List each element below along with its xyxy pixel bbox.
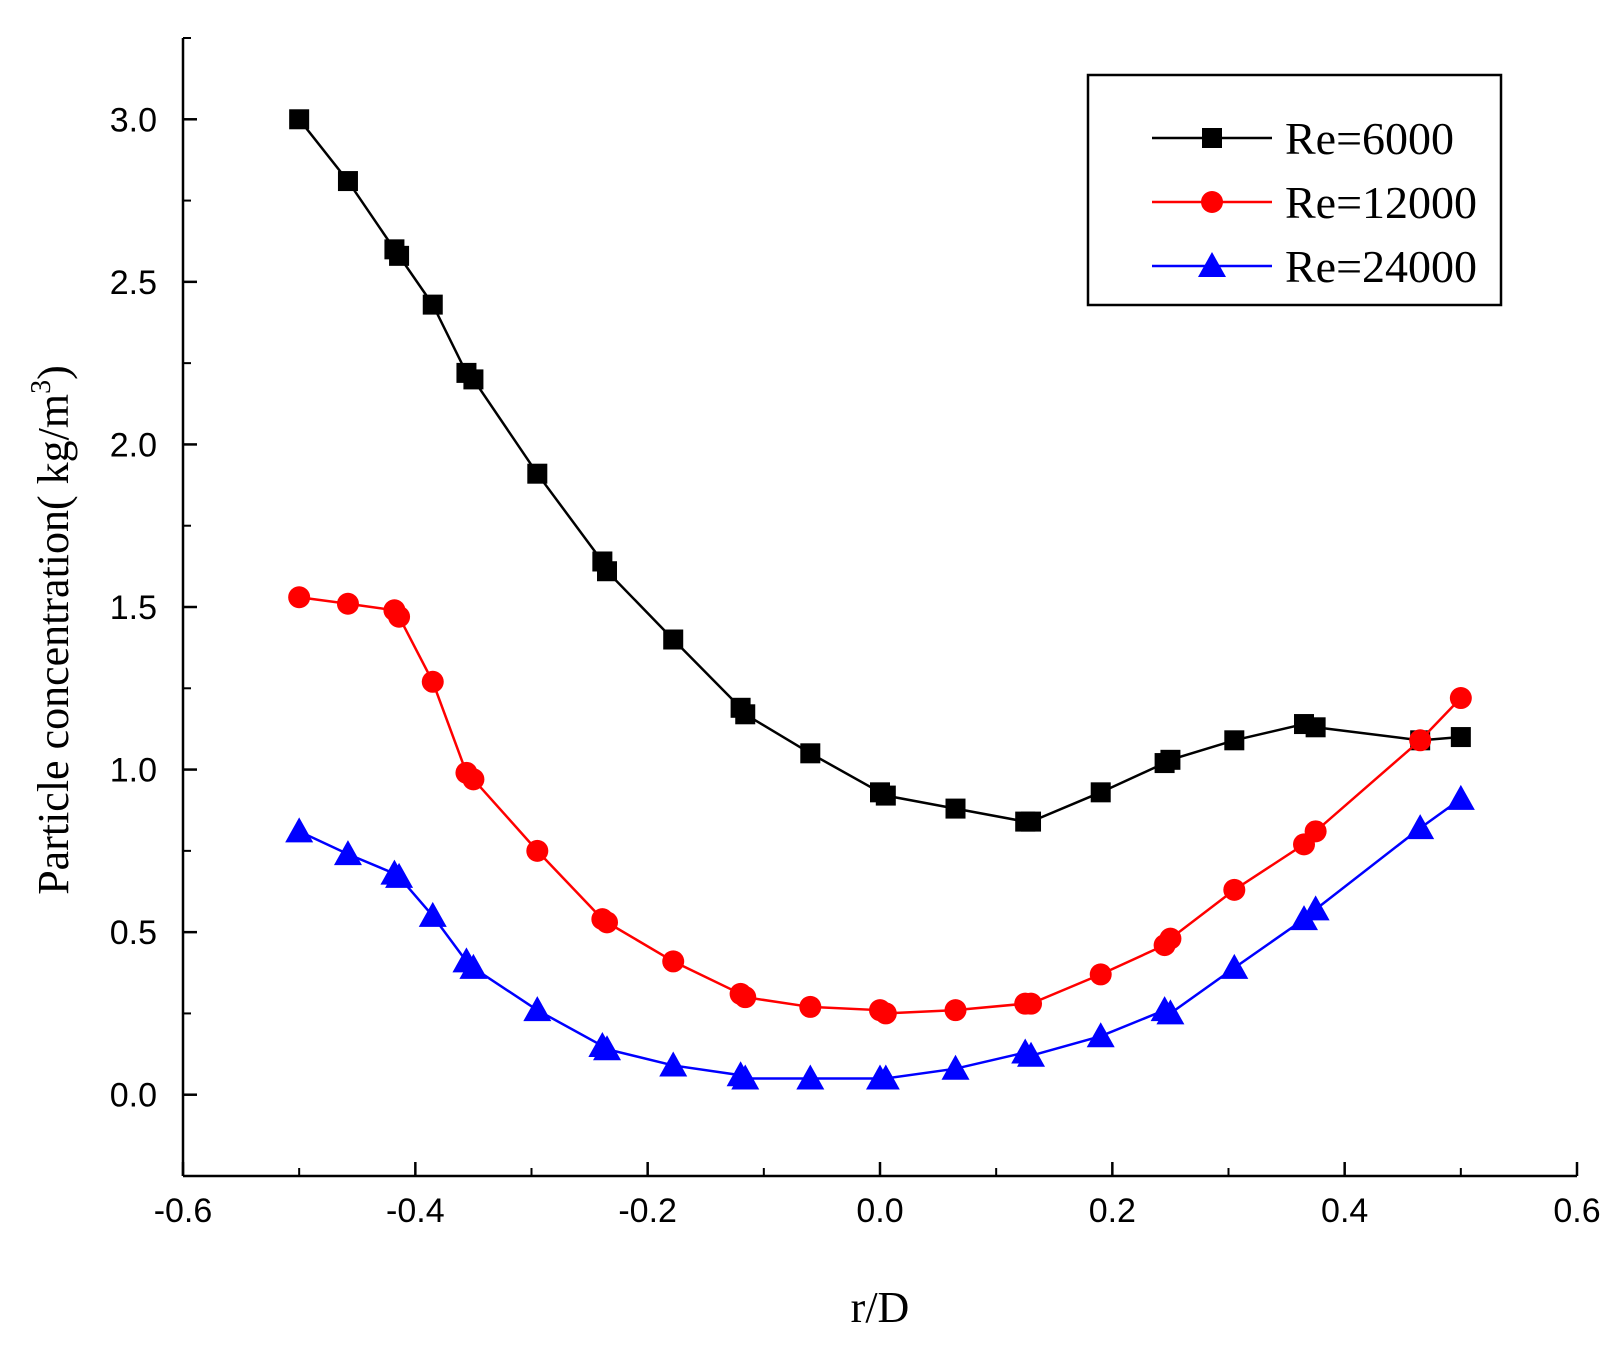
legend-label: Re=6000 xyxy=(1285,113,1454,164)
data-point-square xyxy=(389,245,410,266)
data-point-square xyxy=(1450,727,1471,748)
x-tick-label: -0.4 xyxy=(386,1192,445,1230)
data-point-circle xyxy=(462,768,485,791)
data-point-triangle xyxy=(1406,814,1435,840)
y-axis-title-main: Particle concentration( kg/m xyxy=(29,394,78,895)
data-point-triangle xyxy=(1156,999,1185,1025)
legend: Re=6000 Re=12000 Re=24000 xyxy=(1086,73,1503,307)
data-point-square xyxy=(597,561,618,582)
y-tick-label: 1.0 xyxy=(110,752,157,790)
data-point-circle xyxy=(1089,963,1112,986)
series-layer xyxy=(285,109,1475,1090)
data-point-circle xyxy=(336,592,359,615)
x-tick-label: 0.0 xyxy=(856,1192,903,1230)
data-point-square xyxy=(1160,749,1181,770)
legend-marker xyxy=(1201,191,1223,213)
data-point-triangle xyxy=(333,840,362,866)
legend-item: Re=6000 xyxy=(1152,113,1454,164)
data-point-square xyxy=(422,294,443,315)
y-axis-title-sup: 3 xyxy=(26,380,57,394)
data-point-square xyxy=(875,785,896,806)
x-axis-ticks: -0.6 -0.4 -0.2 0.0 0.2 0.4 0.6 xyxy=(154,1162,1601,1230)
data-point-square xyxy=(1090,782,1111,803)
data-point-triangle xyxy=(1220,953,1249,979)
data-point-triangle xyxy=(1301,895,1330,921)
legend-box xyxy=(1086,73,1503,307)
data-point-triangle xyxy=(418,901,447,927)
data-point-triangle xyxy=(659,1051,688,1077)
data-point-square xyxy=(337,171,358,192)
svg-text:Particle concentration( kg/m3): Particle concentration( kg/m3) xyxy=(26,365,78,895)
y-axis-title-close: ) xyxy=(29,365,78,380)
data-point-circle xyxy=(662,950,685,973)
data-point-triangle xyxy=(871,1064,900,1090)
x-tick-label: 0.6 xyxy=(1553,1192,1600,1230)
data-point-triangle xyxy=(523,996,552,1022)
data-point-triangle xyxy=(941,1054,970,1080)
legend-label: Re=12000 xyxy=(1285,177,1477,228)
data-point-circle xyxy=(944,999,967,1022)
legend-marker xyxy=(1202,128,1222,148)
data-point-circle xyxy=(874,1002,897,1025)
x-tick-label: -0.6 xyxy=(154,1192,213,1230)
data-point-square xyxy=(527,463,548,484)
x-axis-title: r/D xyxy=(851,1283,910,1332)
data-point-circle xyxy=(596,911,619,934)
y-tick-label: 0.0 xyxy=(110,1077,157,1115)
data-point-circle xyxy=(526,839,549,862)
legend-item: Re=24000 xyxy=(1152,241,1477,292)
data-point-square xyxy=(800,743,821,764)
data-point-circle xyxy=(799,995,822,1018)
data-point-triangle xyxy=(593,1035,622,1061)
data-point-triangle xyxy=(731,1064,760,1090)
series-Re=24000 xyxy=(285,784,1475,1090)
data-point-square xyxy=(463,369,484,390)
y-tick-label: 0.5 xyxy=(110,914,157,952)
data-point-circle xyxy=(288,586,311,609)
x-tick-label: -0.2 xyxy=(618,1192,677,1230)
data-point-triangle xyxy=(1446,784,1475,810)
y-axis-ticks: 0.0 0.5 1.0 1.5 2.0 2.5 3.0 xyxy=(110,37,197,1177)
data-point-circle xyxy=(1304,820,1327,843)
data-point-circle xyxy=(1159,927,1182,950)
y-tick-label: 2.5 xyxy=(110,264,157,302)
data-point-circle xyxy=(1449,687,1472,710)
data-point-triangle xyxy=(1086,1022,1115,1048)
data-point-triangle xyxy=(1017,1041,1046,1067)
legend-marker xyxy=(1198,252,1226,277)
legend-item: Re=12000 xyxy=(1152,177,1477,228)
data-point-triangle xyxy=(385,862,414,888)
series-Re=12000 xyxy=(288,586,1472,1025)
data-point-square xyxy=(1305,717,1326,738)
y-tick-label: 3.0 xyxy=(110,101,157,139)
y-tick-label: 1.5 xyxy=(110,589,157,627)
series-line xyxy=(298,797,1462,1080)
data-point-square xyxy=(1224,730,1245,751)
y-axis-title: Particle concentration( kg/m3) xyxy=(26,365,78,895)
y-tick-label: 2.0 xyxy=(110,426,157,464)
data-point-square xyxy=(663,629,684,650)
data-point-circle xyxy=(421,670,444,693)
data-point-square xyxy=(1021,811,1042,832)
data-point-circle xyxy=(388,605,411,628)
data-point-square xyxy=(289,109,310,130)
x-tick-label: 0.2 xyxy=(1089,1192,1136,1230)
data-point-triangle xyxy=(459,953,488,979)
data-point-triangle xyxy=(285,817,314,843)
data-point-circle xyxy=(1223,878,1246,901)
legend-label: Re=24000 xyxy=(1285,241,1477,292)
data-point-triangle xyxy=(796,1064,825,1090)
data-point-square xyxy=(735,704,756,725)
data-point-square xyxy=(945,798,966,819)
x-tick-label: 0.4 xyxy=(1321,1192,1368,1230)
data-point-circle xyxy=(1409,729,1432,752)
data-point-circle xyxy=(1020,992,1043,1015)
data-point-circle xyxy=(734,986,757,1009)
